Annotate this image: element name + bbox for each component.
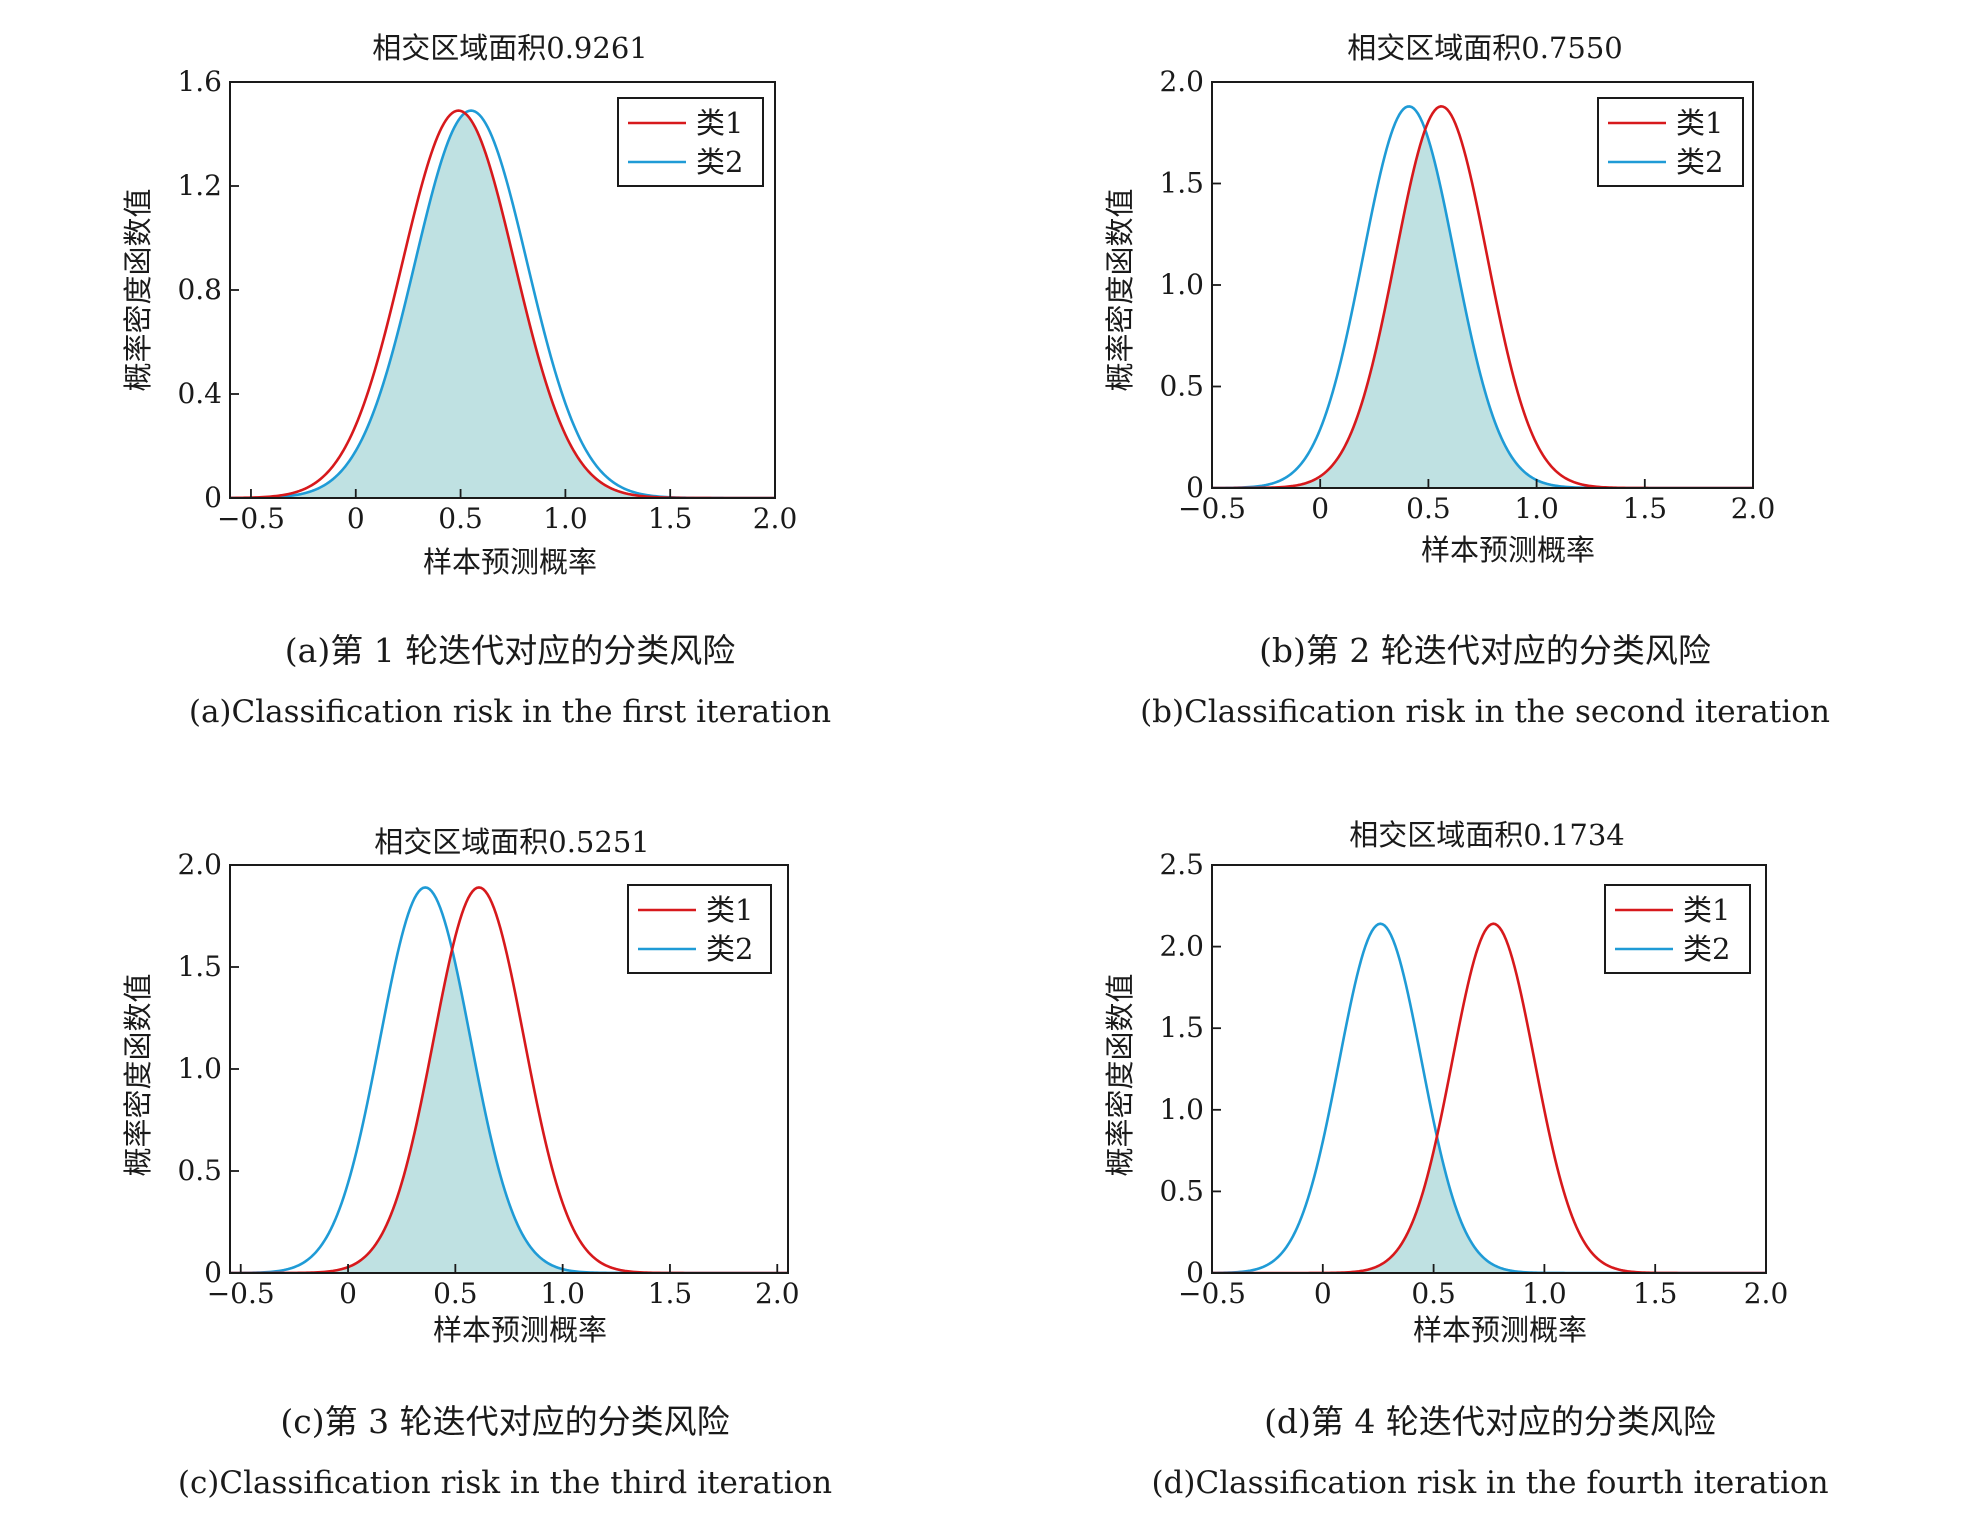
x-tick-label: 1.5 <box>1623 492 1668 525</box>
y-tick-label: 2.0 <box>1159 65 1204 98</box>
caption-chinese: (c)第 3 轮迭代对应的分类风险 <box>280 1402 729 1441</box>
x-tick-label: 1.0 <box>1522 1277 1567 1310</box>
y-axis-label: 概率密度函数值 <box>1103 188 1137 391</box>
series-line-class2 <box>1212 922 1766 1273</box>
y-tick-label: 0 <box>204 1256 222 1289</box>
x-tick-label: −0.5 <box>207 1277 275 1310</box>
caption-english: (d)Classification risk in the fourth ite… <box>1151 1465 1828 1501</box>
y-tick-label: 0.5 <box>177 1154 222 1187</box>
x-tick-label: 0 <box>347 502 365 535</box>
x-tick-label: 0 <box>1314 1277 1332 1310</box>
x-tick-label: 2.0 <box>755 1277 800 1310</box>
legend-label-class1: 类1 <box>706 893 753 927</box>
y-tick-label: 1.0 <box>177 1052 222 1085</box>
overlap-area-fill <box>230 953 788 1273</box>
y-tick-label: 0 <box>1186 471 1204 504</box>
legend-label-class2: 类2 <box>1676 145 1723 179</box>
legend-label-class2: 类2 <box>706 932 753 966</box>
x-tick-label: 1.0 <box>540 1277 585 1310</box>
y-tick-label: 0.5 <box>1159 1174 1204 1207</box>
x-tick-label: 2.0 <box>753 502 798 535</box>
x-tick-label: 2.0 <box>1731 492 1776 525</box>
x-axis-label: 样本预测概率 <box>1413 1313 1587 1347</box>
legend-label-class1: 类1 <box>1676 106 1723 140</box>
y-tick-label: 1.2 <box>177 169 222 202</box>
x-axis-label: 样本预测概率 <box>433 1313 607 1347</box>
caption-english: (a)Classification risk in the first iter… <box>189 694 831 730</box>
legend-label-class1: 类1 <box>1683 893 1730 927</box>
x-tick-label: 2.0 <box>1744 1277 1789 1310</box>
y-tick-label: 1.0 <box>1159 268 1204 301</box>
caption-chinese: (d)第 4 轮迭代对应的分类风险 <box>1264 1402 1716 1441</box>
legend-box <box>1604 884 1751 974</box>
caption-english: (b)Classification risk in the second ite… <box>1140 694 1830 730</box>
x-axis-label: 样本预测概率 <box>423 545 597 579</box>
x-tick-label: 0.5 <box>1406 492 1451 525</box>
x-tick-label: −0.5 <box>1178 492 1246 525</box>
x-tick-label: 1.5 <box>1633 1277 1678 1310</box>
legend-box <box>617 97 764 187</box>
x-tick-label: 0.5 <box>438 502 483 535</box>
x-tick-label: −0.5 <box>217 502 285 535</box>
legend-label-class1: 类1 <box>696 106 743 140</box>
x-tick-label: 0 <box>1311 492 1329 525</box>
y-tick-label: 2.5 <box>1159 848 1204 881</box>
x-tick-label: 1.0 <box>543 502 588 535</box>
overlap-area-fill <box>1212 1139 1766 1273</box>
x-tick-label: 1.5 <box>648 502 693 535</box>
y-tick-label: 1.5 <box>1159 167 1204 200</box>
y-tick-label: 1.5 <box>177 950 222 983</box>
legend-label-class2: 类2 <box>696 145 743 179</box>
chart-title: 相交区域面积0.5251 <box>374 825 649 859</box>
caption-chinese: (a)第 1 轮迭代对应的分类风险 <box>285 631 735 670</box>
legend-box <box>1597 97 1744 187</box>
plot-frame <box>1211 864 1767 1274</box>
y-tick-label: 0 <box>1186 1256 1204 1289</box>
x-tick-label: 0 <box>339 1277 357 1310</box>
y-tick-label: 2.0 <box>177 848 222 881</box>
panel-c: −0.5 0 0.5 1.0 1.5 2.000.51.01.52.0相交区域面积0.52… <box>121 825 832 1501</box>
legend-box <box>627 884 772 974</box>
series-line-class1 <box>1212 922 1766 1273</box>
legend-label-class2: 类2 <box>1683 932 1730 966</box>
y-tick-label: 0.8 <box>177 273 222 306</box>
chart-title: 相交区域面积0.1734 <box>1349 818 1624 852</box>
x-tick-label: 0.5 <box>433 1277 478 1310</box>
series-line-class1 <box>1212 105 1753 488</box>
chart-title: 相交区域面积0.9261 <box>372 31 647 65</box>
panel-a: −0.5 0 0.5 1.0 1.5 2.000.40.81.21.6相交区域面积0.92… <box>121 31 831 730</box>
x-tick-label: −0.5 <box>1178 1277 1246 1310</box>
x-tick-label: 0.5 <box>1411 1277 1456 1310</box>
y-tick-label: 1.5 <box>1159 1011 1204 1044</box>
caption-chinese: (b)第 2 轮迭代对应的分类风险 <box>1259 631 1711 670</box>
panel-d: −0.5 0 0.5 1.0 1.5 2.000.51.01.52.02.5相交区域面积0… <box>1103 818 1829 1501</box>
y-tick-label: 0.5 <box>1159 370 1204 403</box>
series-line-class2 <box>230 886 788 1273</box>
x-axis-label: 样本预测概率 <box>1421 533 1595 567</box>
y-axis-label: 概率密度函数值 <box>121 973 155 1176</box>
y-tick-label: 1.6 <box>177 65 222 98</box>
y-tick-label: 0.4 <box>177 377 222 410</box>
panel-b: −0.5 0 0.5 1.0 1.5 2.000.51.01.52.0相交区域面积0.75… <box>1103 31 1830 730</box>
x-tick-label: 1.0 <box>1514 492 1559 525</box>
chart-title: 相交区域面积0.7550 <box>1347 31 1622 65</box>
caption-english: (c)Classification risk in the third iter… <box>178 1465 832 1501</box>
series-line-class2 <box>1212 105 1753 488</box>
y-axis-label: 概率密度函数值 <box>121 188 155 391</box>
y-axis-label: 概率密度函数值 <box>1103 973 1137 1176</box>
y-tick-label: 2.0 <box>1159 930 1204 963</box>
x-tick-label: 1.5 <box>648 1277 693 1310</box>
y-tick-label: 0 <box>204 481 222 514</box>
y-tick-label: 1.0 <box>1159 1093 1204 1126</box>
